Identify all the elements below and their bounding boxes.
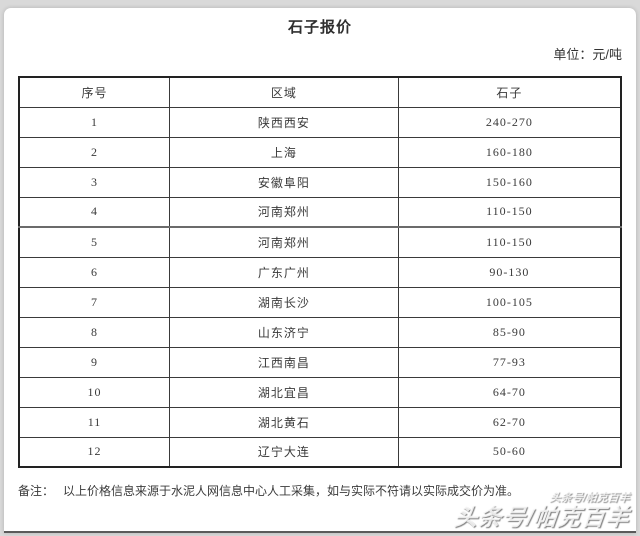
table-row: 10 湖北宜昌 64-70	[18, 376, 622, 408]
cell-region: 上海	[169, 136, 399, 168]
table-row: 7 湖南长沙 100-105	[18, 286, 622, 318]
note: 备注： 以上价格信息来源于水泥人网信息中心人工采集，如与实际不符请以实际成交价为准…	[18, 484, 636, 498]
cell-price: 110-150	[397, 196, 622, 228]
cell-index: 10	[18, 376, 170, 408]
table-row: 4 河南郑州 110-150	[18, 196, 622, 228]
note-label: 备注：	[18, 484, 55, 498]
cell-price: 85-90	[397, 316, 622, 348]
column-header-region: 区域	[169, 76, 399, 108]
cell-index: 5	[18, 226, 170, 258]
table-row: 3 安徽阜阳 150-160	[18, 166, 622, 198]
price-table: 序号 区域 石子 1 陕西西安 240-270 2 上海 160-180 3 安…	[18, 76, 622, 468]
cell-price: 150-160	[397, 166, 622, 198]
price-table-body: 1 陕西西安 240-270 2 上海 160-180 3 安徽阜阳 150-1…	[18, 106, 622, 468]
cell-region: 河南郑州	[169, 226, 399, 258]
cell-price: 100-105	[397, 286, 622, 318]
cell-region: 陕西西安	[169, 106, 399, 138]
cell-price: 110-150	[397, 226, 622, 258]
cell-region: 湖北黄石	[169, 406, 399, 438]
cell-region: 河南郑州	[169, 196, 399, 228]
cell-region: 安徽阜阳	[169, 166, 399, 198]
cell-price: 240-270	[397, 106, 622, 138]
cell-price: 160-180	[397, 136, 622, 168]
cell-index: 7	[18, 286, 170, 318]
cell-index: 2	[18, 136, 170, 168]
table-row: 8 山东济宁 85-90	[18, 316, 622, 348]
cell-index: 4	[18, 196, 170, 228]
table-row: 5 河南郑州 110-150	[18, 226, 622, 258]
cell-index: 1	[18, 106, 170, 138]
cell-region: 湖南长沙	[169, 286, 399, 318]
cell-index: 12	[18, 436, 170, 468]
document-page: 石子报价 单位：元/吨 序号 区域 石子 1 陕西西安 240-270 2 上海…	[4, 8, 636, 533]
cell-region: 广东广州	[169, 256, 399, 288]
cell-index: 8	[18, 316, 170, 348]
cell-region: 山东济宁	[169, 316, 399, 348]
column-header-index: 序号	[18, 76, 170, 108]
column-header-stone: 石子	[397, 76, 622, 108]
table-row: 11 湖北黄石 62-70	[18, 406, 622, 438]
table-row: 9 江西南昌 77-93	[18, 346, 622, 378]
table-row: 6 广东广州 90-130	[18, 256, 622, 288]
cell-price: 90-130	[397, 256, 622, 288]
cell-index: 9	[18, 346, 170, 378]
cell-price: 50-60	[397, 436, 622, 468]
cell-region: 湖北宜昌	[169, 376, 399, 408]
table-row: 2 上海 160-180	[18, 136, 622, 168]
table-header-row: 序号 区域 石子	[18, 76, 622, 108]
table-row: 1 陕西西安 240-270	[18, 106, 622, 138]
cell-price: 77-93	[397, 346, 622, 378]
cell-index: 6	[18, 256, 170, 288]
cell-region: 江西南昌	[169, 346, 399, 378]
cell-index: 3	[18, 166, 170, 198]
page-title: 石子报价	[287, 19, 352, 36]
cell-price: 64-70	[397, 376, 622, 408]
cell-region: 辽宁大连	[169, 436, 399, 468]
unit-label: 单位：元/吨	[553, 47, 622, 62]
note-text: 以上价格信息来源于水泥人网信息中心人工采集，如与实际不符请以实际成交价为准。	[63, 484, 520, 498]
cell-price: 62-70	[397, 406, 622, 438]
cell-index: 11	[18, 406, 170, 438]
watermark-main-text: 头条号/帕克百羊	[452, 504, 631, 530]
table-row: 12 辽宁大连 50-60	[18, 436, 622, 468]
